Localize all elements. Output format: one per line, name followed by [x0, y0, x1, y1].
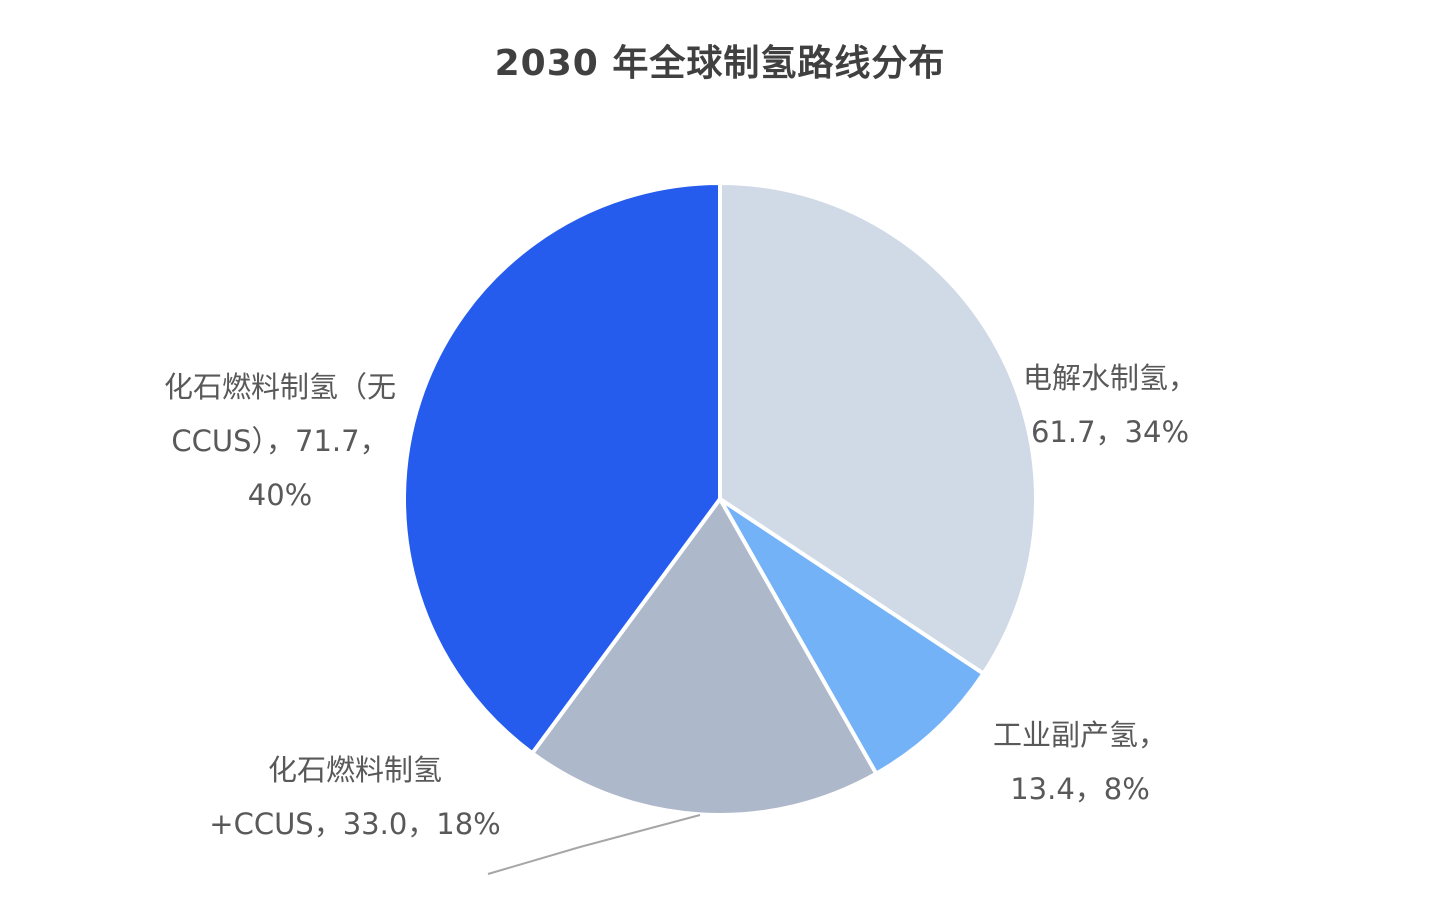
slice-label-fossil-no-ccus: 化石燃料制氢（无 CCUS），71.7， 40% — [130, 360, 430, 522]
slice-label-line: CCUS），71.7， — [171, 424, 389, 458]
slice-label-line: 电解水制氢， — [1022, 361, 1197, 395]
leader-line-fossil-ccus — [487, 814, 701, 875]
slice-label-electrolysis: 电解水制氢， 61.7，34% — [1000, 351, 1220, 459]
slice-label-line: 13.4，8% — [1010, 772, 1150, 806]
slice-label-line: +CCUS，33.0，18% — [209, 807, 501, 841]
slice-label-industrial-byproduct: 工业副产氢， 13.4，8% — [960, 708, 1200, 816]
slice-fossil-ccus — [530, 497, 879, 817]
chart-title: 2030 年全球制氢路线分布 — [494, 43, 946, 84]
slice-label-line: 61.7，34% — [1030, 415, 1190, 449]
slice-label-line: 工业副产氢， — [992, 718, 1167, 752]
slice-industrial-byproduct — [718, 497, 986, 776]
slice-label-line: 化石燃料制氢 — [267, 753, 442, 787]
slice-label-line: 化石燃料制氢（无 — [163, 370, 396, 404]
slice-fossil-no-ccus — [402, 181, 722, 756]
slice-label-line: 40% — [247, 478, 313, 512]
slice-label-fossil-ccus: 化石燃料制氢 +CCUS，33.0，18% — [190, 743, 520, 851]
